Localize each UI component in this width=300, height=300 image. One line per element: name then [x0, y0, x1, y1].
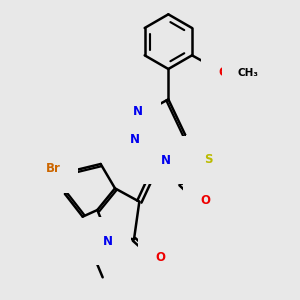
Text: O: O — [201, 194, 211, 206]
Text: N: N — [133, 105, 143, 118]
Text: N: N — [130, 133, 140, 146]
Text: N: N — [103, 235, 113, 248]
Text: Br: Br — [46, 162, 61, 175]
Text: N: N — [161, 154, 171, 166]
Text: CH₃: CH₃ — [238, 68, 259, 78]
Text: O: O — [218, 66, 228, 79]
Text: O: O — [156, 251, 166, 264]
Text: S: S — [204, 153, 212, 166]
